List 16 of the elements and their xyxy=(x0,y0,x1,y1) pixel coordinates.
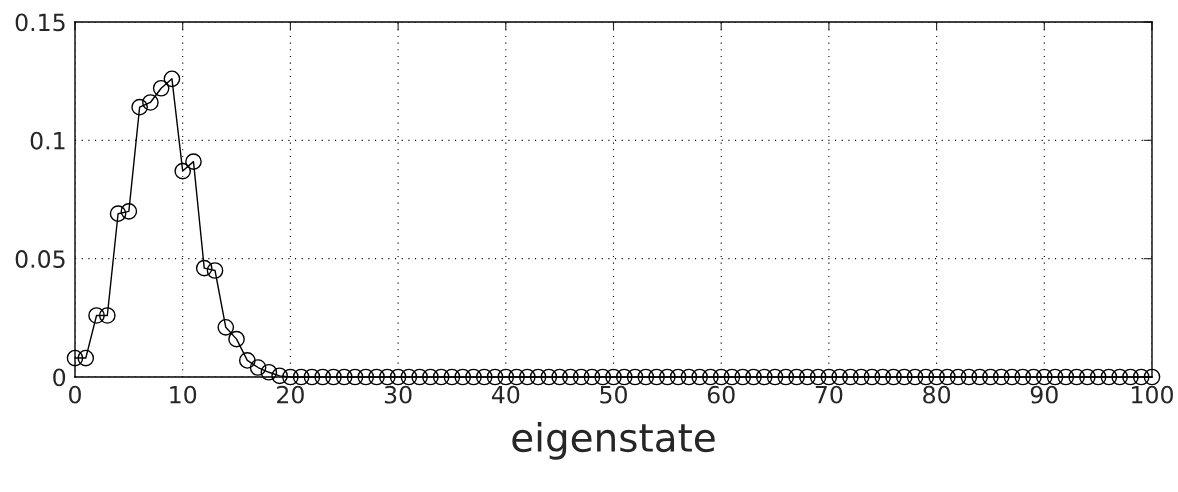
x-tick-label: 70 xyxy=(815,385,843,404)
x-tick-label: 20 xyxy=(277,385,304,404)
x-tick-label: 10 xyxy=(170,385,197,404)
x-tick-label: 0 xyxy=(69,385,81,404)
y-tick-label: 0 xyxy=(53,368,66,387)
x-tick-label: 100 xyxy=(1132,385,1173,404)
x-tick-label: 60 xyxy=(707,385,735,404)
x-tick-label: 30 xyxy=(384,385,412,404)
y-tick-label: 0.1 xyxy=(30,131,65,150)
x-axis-title: eigenstate xyxy=(512,422,715,460)
x-tick-label: 90 xyxy=(1030,385,1058,404)
x-tick-label: 50 xyxy=(600,385,627,404)
x-tick-label: 80 xyxy=(923,385,951,404)
y-tick-label: 0.05 xyxy=(15,250,65,268)
x-tick-label: 40 xyxy=(491,385,520,404)
y-tick-label: 0.15 xyxy=(15,13,65,32)
